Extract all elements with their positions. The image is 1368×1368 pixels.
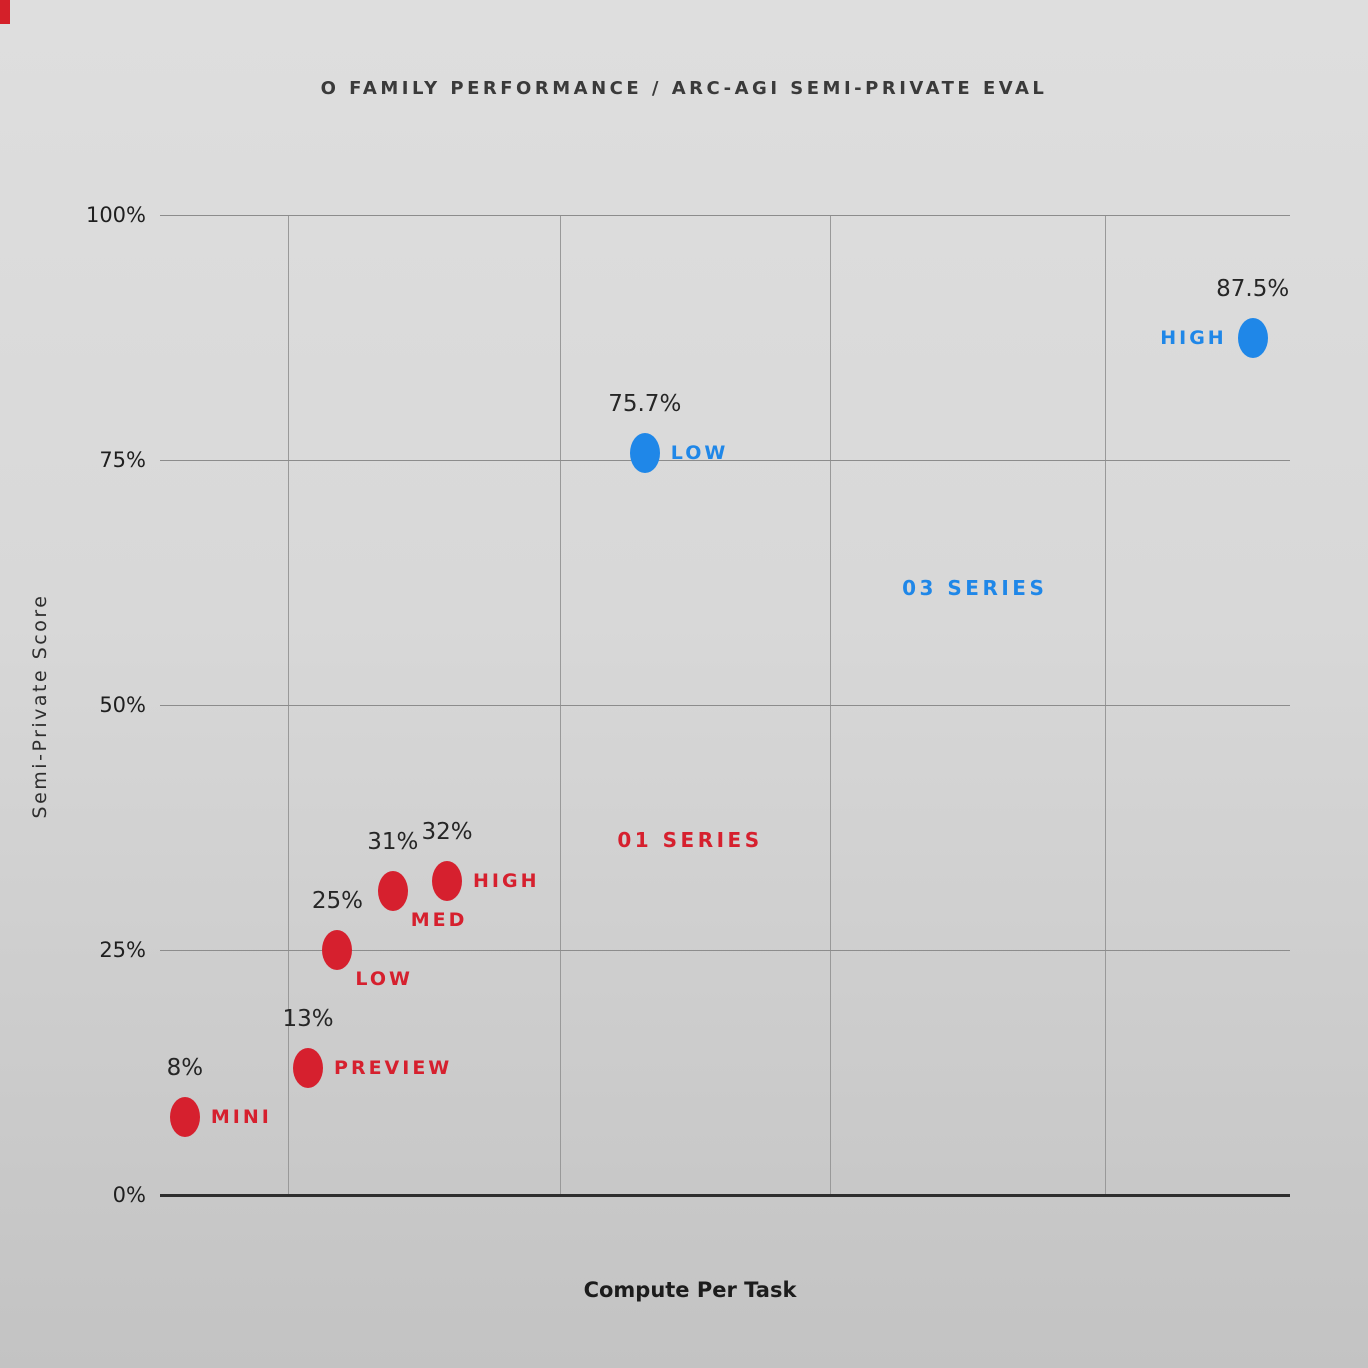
chart-title: O FAMILY PERFORMANCE / ARC-AGI SEMI-PRIV… (320, 78, 1048, 99)
horizontal-gridline (160, 215, 1290, 216)
y-tick-label: 0% (112, 1183, 146, 1207)
data-point-name-label: LOW (670, 442, 729, 465)
y-tick-label: 25% (99, 938, 146, 962)
data-point-value-label: 75.7% (608, 391, 682, 418)
x-axis-label: Compute Per Task (583, 1278, 797, 1302)
data-point-dot (629, 433, 660, 474)
data-point-name-label: HIGH (1160, 326, 1227, 349)
horizontal-gridline (160, 460, 1290, 461)
data-point-value-label: 32% (421, 819, 473, 846)
y-tick-label: 75% (99, 448, 146, 472)
data-point-name-label: HIGH (473, 870, 540, 893)
data-point-name-label: LOW (355, 968, 413, 990)
horizontal-gridline (160, 705, 1290, 706)
series-label: 03 SERIES (902, 576, 1048, 601)
data-point-name-label: MED (410, 909, 468, 932)
data-point-dot (432, 861, 463, 902)
horizontal-gridline (160, 950, 1290, 951)
data-point-name-label: PREVIEW (334, 1056, 453, 1079)
data-point-value-label: 13% (282, 1005, 334, 1032)
data-point-dot (293, 1047, 324, 1088)
data-point-value-label: 31% (367, 829, 419, 856)
series-label: 01 SERIES (617, 828, 763, 853)
data-point-value-label: 87.5% (1216, 275, 1290, 302)
y-tick-label: 50% (99, 693, 146, 717)
horizontal-gridline (160, 1194, 1290, 1197)
data-point-value-label: 8% (166, 1054, 204, 1081)
data-point-dot (1237, 317, 1268, 358)
data-point-dot (169, 1096, 200, 1137)
data-point-dot (322, 930, 353, 970)
corner-red-artifact (0, 0, 10, 24)
data-point-name-label: MINI (210, 1105, 272, 1128)
y-tick-label: 100% (85, 203, 146, 227)
data-point-dot (377, 871, 408, 912)
data-point-value-label: 25% (311, 888, 363, 914)
